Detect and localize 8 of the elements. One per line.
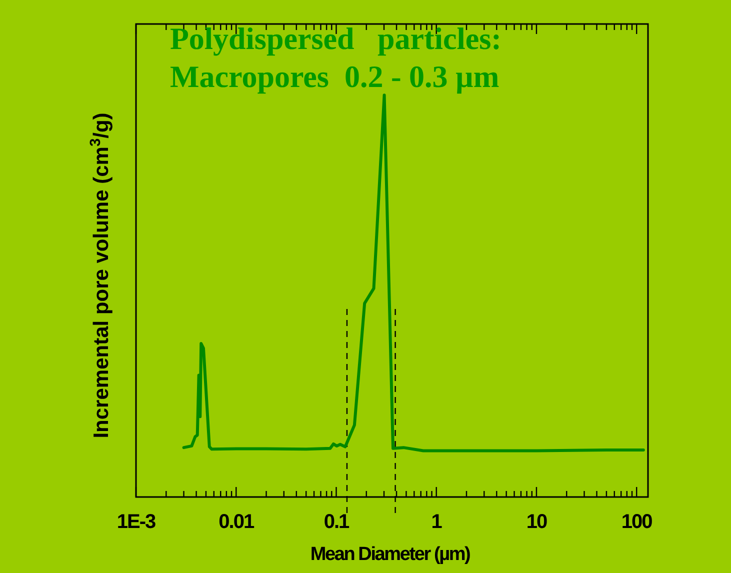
x-tick-label: 1 — [431, 511, 442, 533]
chart-title: Polydispersed particles: Macropores 0.2 - 0.3 µm — [170, 21, 502, 94]
x-tick-label: 0.01 — [218, 511, 254, 533]
x-tick-label: 10 — [526, 511, 548, 533]
x-tick-label: 100 — [621, 511, 653, 533]
x-tick-label: 0.1 — [324, 511, 350, 533]
x-axis-title: Mean Diameter (µm) — [310, 544, 471, 565]
x-tick-label: 1E-3 — [116, 511, 156, 533]
